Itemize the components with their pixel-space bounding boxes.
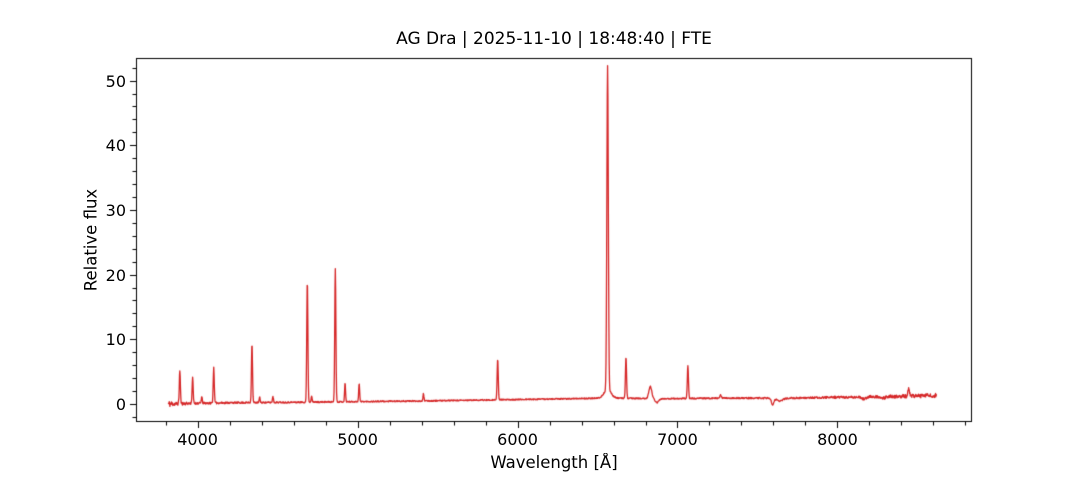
chart-title: AG Dra | 2025-11-10 | 18:48:40 | FTE bbox=[396, 29, 712, 49]
x-tick-label: 4000 bbox=[177, 430, 218, 449]
y-tick-label: 20 bbox=[105, 265, 126, 285]
y-tick-label: 0 bbox=[115, 394, 126, 414]
y-tick-label: 30 bbox=[105, 200, 126, 220]
x-tick-label: 5000 bbox=[337, 430, 378, 449]
x-tick-label: 8000 bbox=[817, 430, 858, 449]
x-tick-label: 6000 bbox=[497, 430, 538, 449]
y-tick-label: 40 bbox=[105, 136, 126, 156]
x-tick-label: 7000 bbox=[657, 430, 698, 449]
x-axis-label: Wavelength [Å] bbox=[490, 453, 618, 472]
y-tick-label: 50 bbox=[105, 71, 126, 91]
y-tick-label: 10 bbox=[105, 330, 126, 350]
